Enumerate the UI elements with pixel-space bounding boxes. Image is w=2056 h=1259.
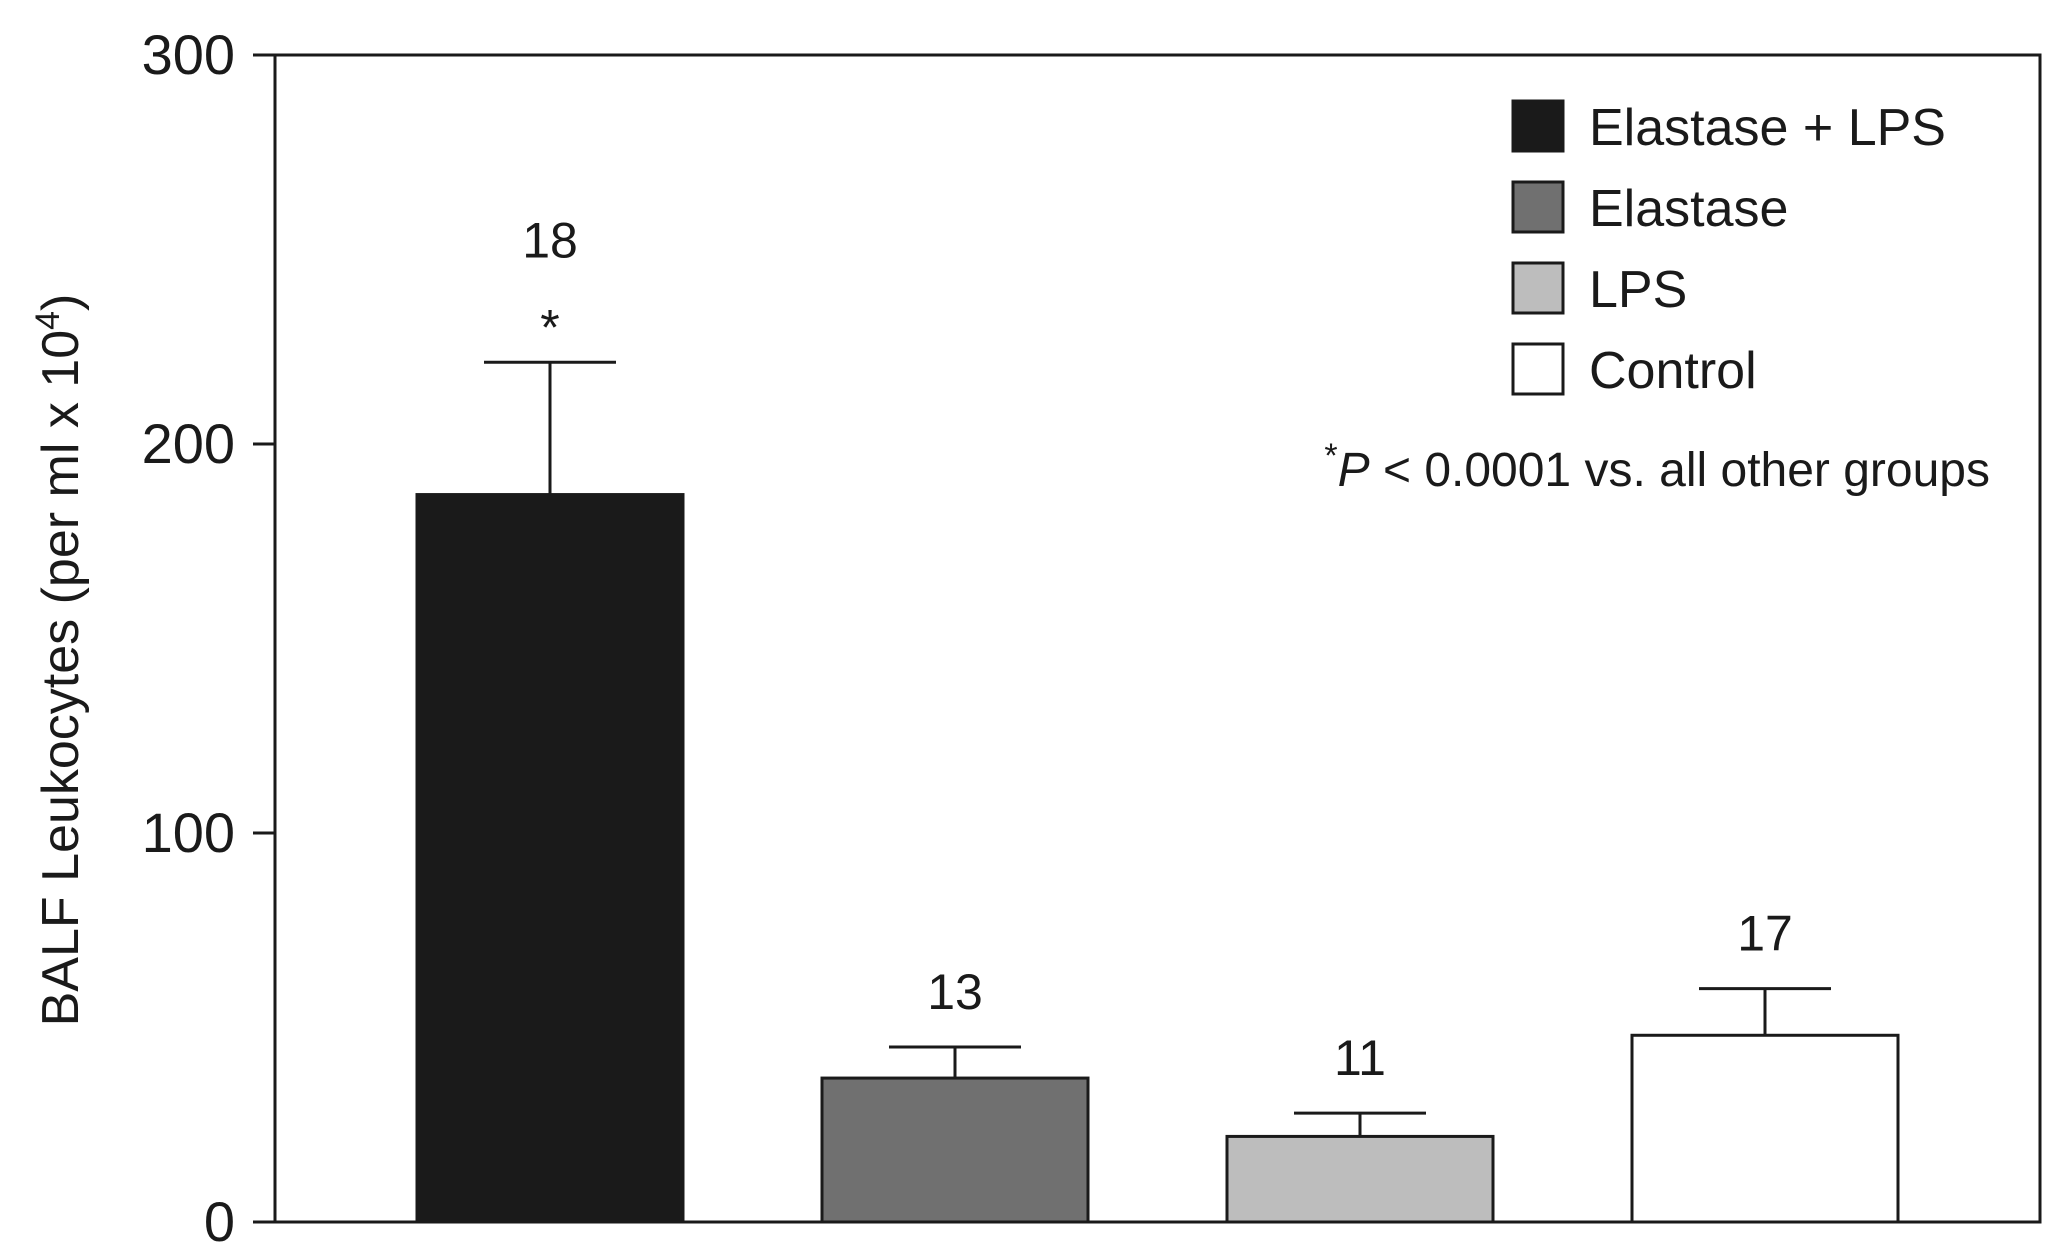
legend: Elastase + LPS Elastase LPS Control [1511,99,1946,400]
significance-star: * [540,299,559,355]
note-star: * [1324,437,1337,475]
bar-elastase-lps [415,493,685,1224]
y-axis-label-sup: 4 [29,311,67,330]
bar-annotations: * 18 13 11 17 [522,212,1793,1086]
plot-area [273,53,2042,1224]
note-p: P [1338,444,1370,497]
bar-elastase [820,1076,1090,1224]
bars [415,360,1900,1224]
y-axis-label-main: BALF Leukocytes (per ml x 10 [32,330,90,1027]
y-axis-label-end: ) [32,294,90,311]
legend-label: LPS [1589,261,1687,319]
bar-lps [1225,1134,1495,1224]
legend-label: Elastase + LPS [1589,99,1946,157]
y-tick-label: 0 [204,1190,235,1253]
legend-label: Elastase [1589,180,1788,238]
legend-swatch [1511,180,1565,234]
sample-size-label: 13 [927,964,983,1020]
y-axis-label: BALF Leukocytes (per ml x 104) [29,294,90,1027]
significance-note: *P < 0.0001 vs. all other groups [1324,437,1990,497]
legend-swatch [1511,261,1565,315]
y-axis: 0 100 200 300 [142,23,275,1253]
y-tick-label: 300 [142,23,235,86]
sample-size-label: 17 [1737,906,1793,962]
bar-control [1630,1033,1900,1224]
note-rest: < 0.0001 vs. all other groups [1370,444,1990,497]
legend-label: Control [1589,342,1757,400]
y-tick-label: 100 [142,801,235,864]
y-tick-label: 200 [142,412,235,475]
legend-swatch [1511,342,1565,396]
legend-swatch [1511,99,1565,153]
sample-size-label: 18 [522,212,578,268]
plot-frame [273,53,2042,1224]
sample-size-label: 11 [1334,1030,1386,1086]
